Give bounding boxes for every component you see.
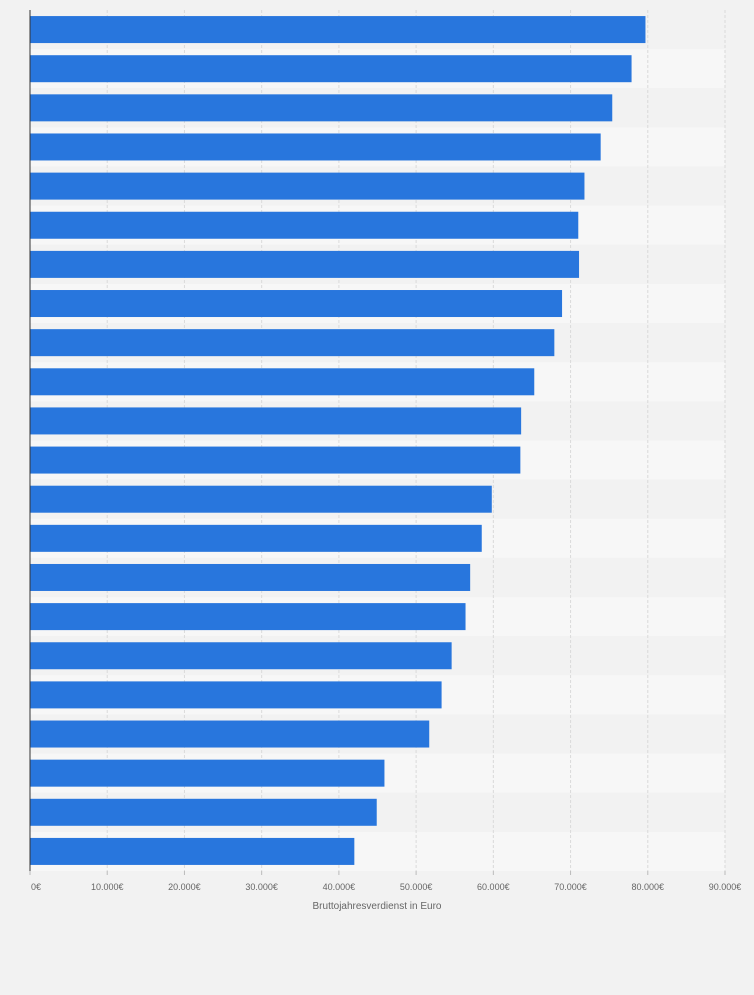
bar[interactable] (30, 759, 385, 787)
bar[interactable] (30, 94, 613, 122)
bar[interactable] (30, 720, 430, 748)
tick-label: 0€ (31, 882, 41, 892)
bar[interactable] (30, 603, 466, 631)
tick-label: 60.000€ (477, 882, 510, 892)
bar[interactable] (30, 524, 482, 552)
tick-label: 10.000€ (91, 882, 124, 892)
tick-label: 40.000€ (323, 882, 356, 892)
tick-label: 50.000€ (400, 882, 433, 892)
bar[interactable] (30, 329, 555, 357)
tick-label: 20.000€ (168, 882, 201, 892)
bar[interactable] (30, 407, 522, 435)
bar[interactable] (30, 250, 580, 278)
bar[interactable] (30, 563, 471, 591)
bar[interactable] (30, 837, 355, 865)
bar[interactable] (30, 642, 452, 670)
bar[interactable] (30, 16, 646, 44)
bars (30, 16, 646, 865)
bar[interactable] (30, 446, 521, 474)
bar[interactable] (30, 290, 563, 318)
bar[interactable] (30, 798, 377, 826)
tick-label: 90.000€ (709, 882, 742, 892)
bar[interactable] (30, 55, 632, 83)
bar[interactable] (30, 368, 535, 396)
x-axis-ticks: 0€ 10.000€ 20.000€ 30.000€ 40.000€ 50.000€ 60.… (29, 871, 742, 892)
bar[interactable] (30, 172, 585, 200)
tick-label: 80.000€ (632, 882, 665, 892)
tick-label: 30.000€ (245, 882, 278, 892)
bar[interactable] (30, 133, 601, 161)
x-axis-label: Bruttojahresverdienst in Euro (313, 901, 442, 912)
bar[interactable] (30, 485, 492, 513)
bar[interactable] (30, 681, 442, 709)
tick-label: 70.000€ (554, 882, 587, 892)
bar[interactable] (30, 211, 579, 239)
